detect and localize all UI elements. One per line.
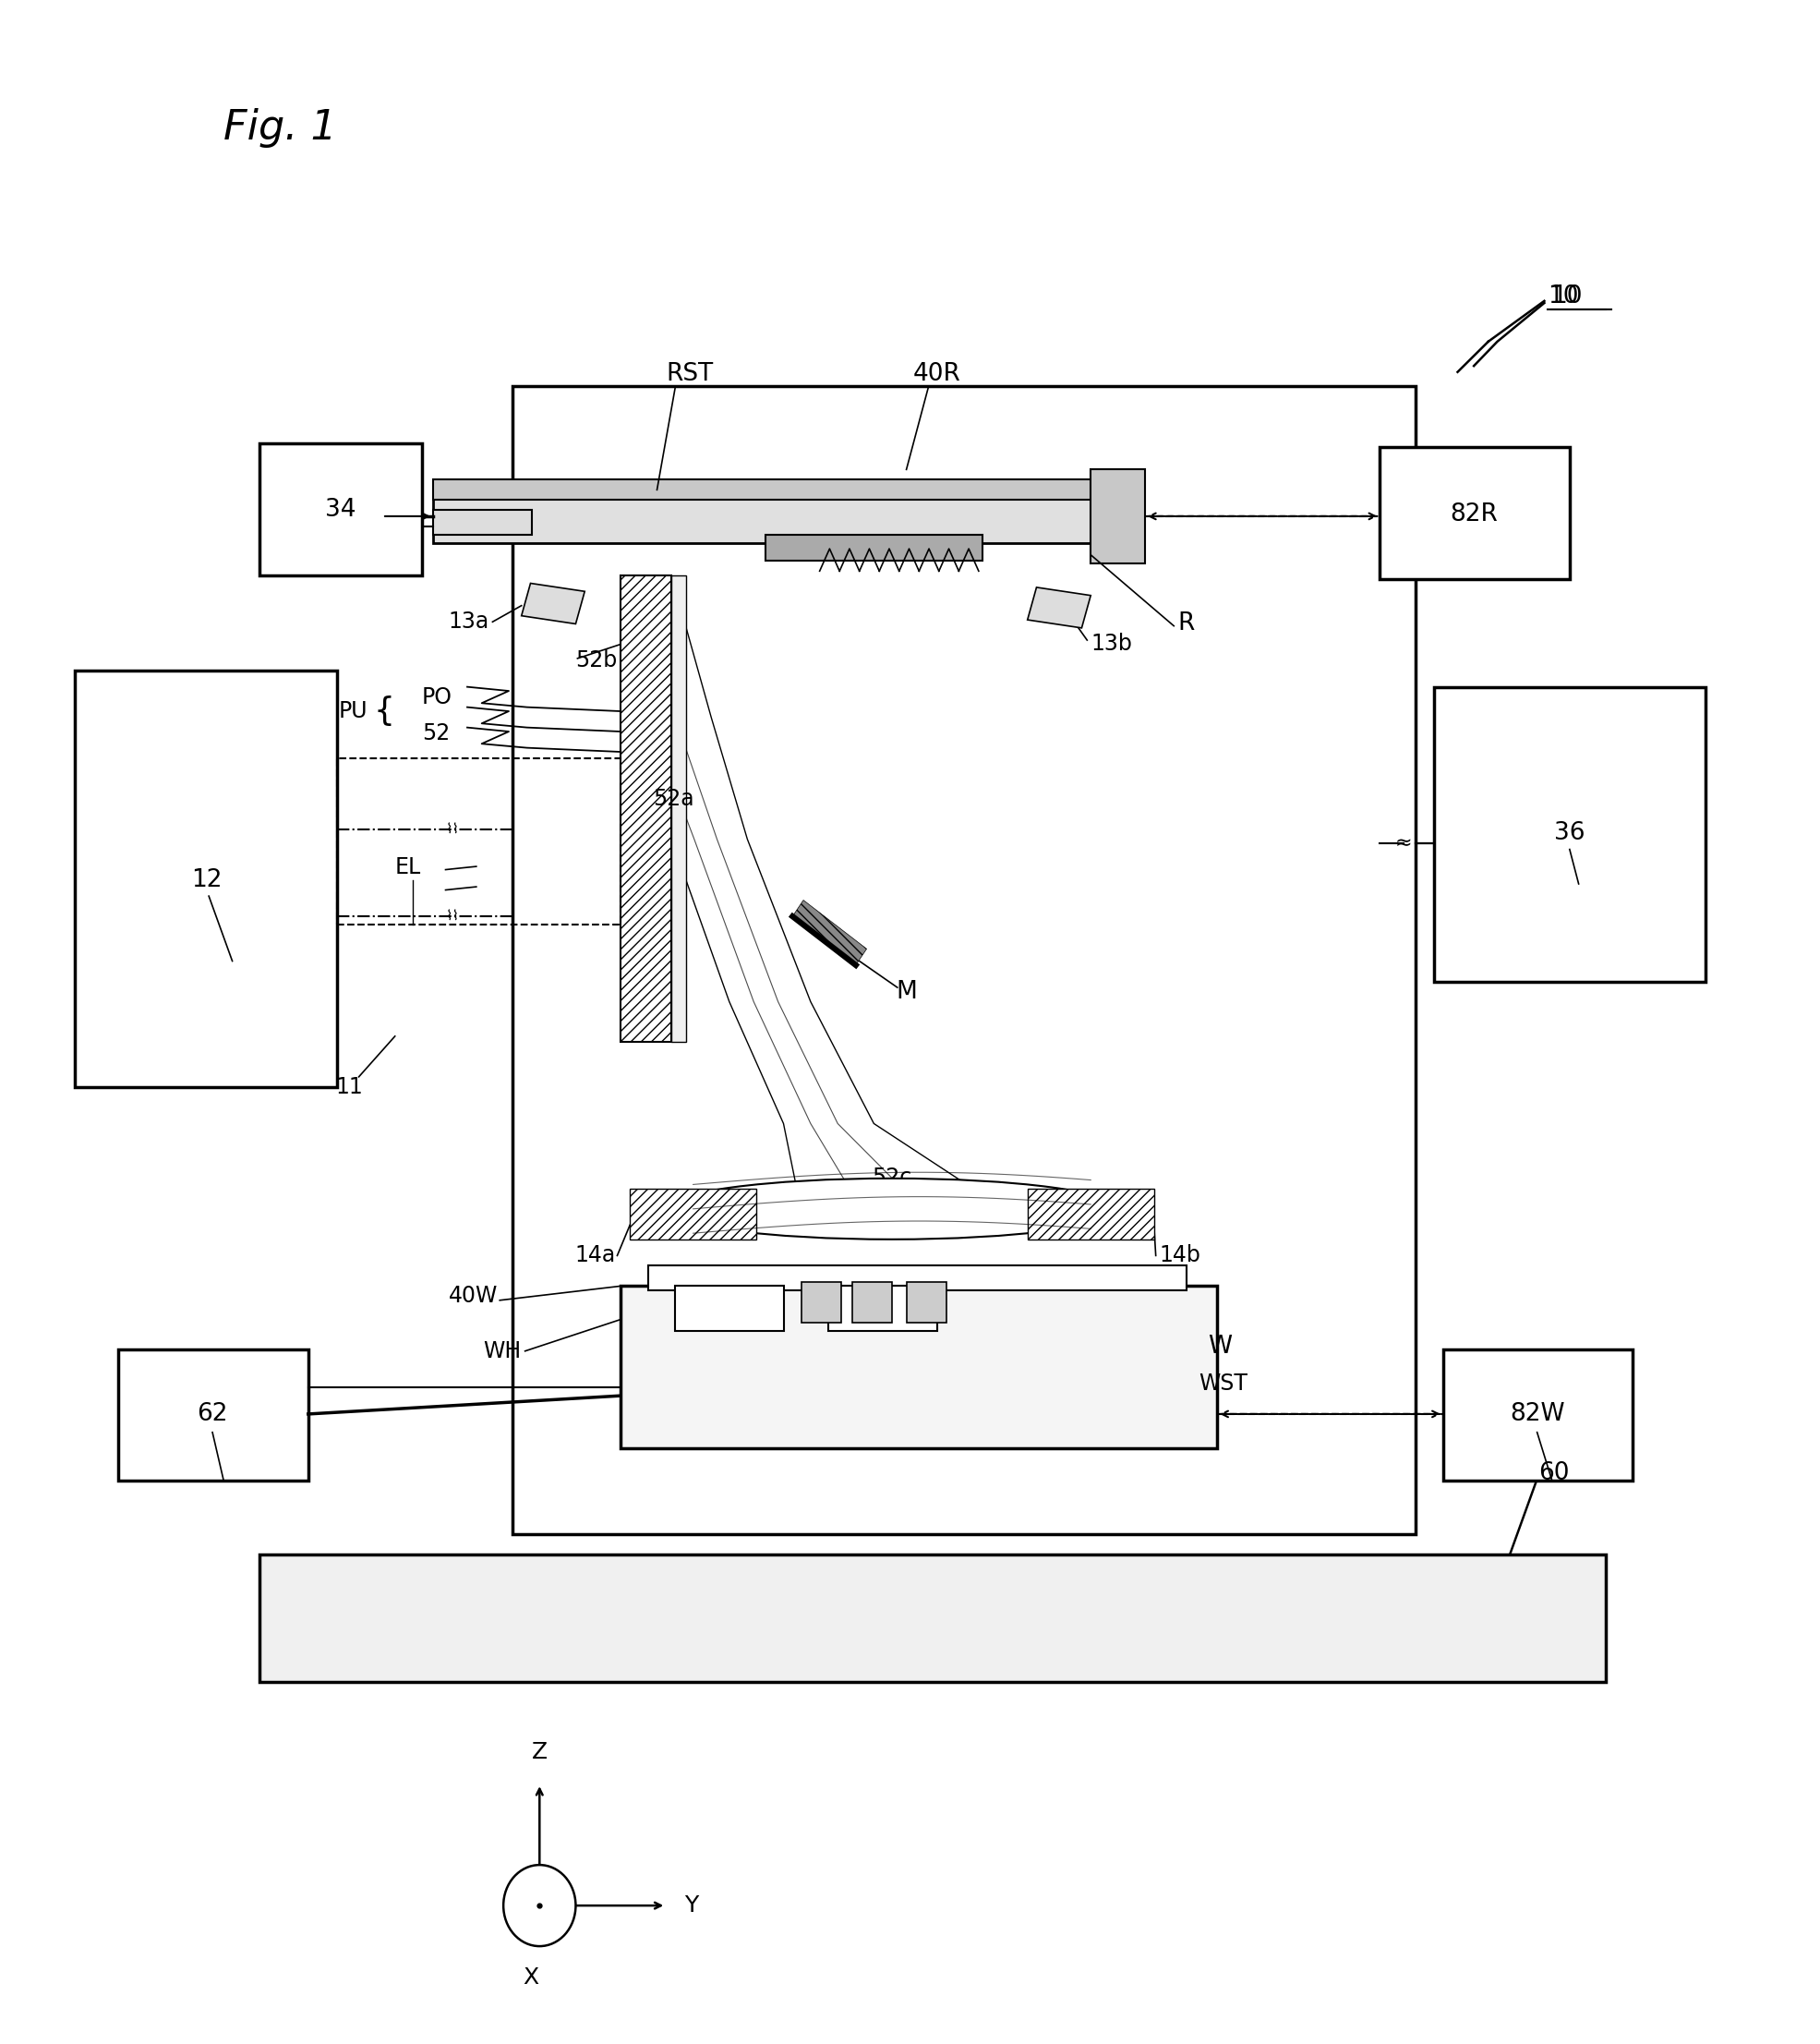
- Bar: [766, 536, 983, 560]
- Bar: [433, 491, 1138, 542]
- Text: WST: WST: [1199, 1372, 1249, 1394]
- Text: 82R: 82R: [1451, 503, 1498, 525]
- Text: 36: 36: [1554, 822, 1585, 844]
- Bar: [433, 511, 531, 536]
- Text: PU: PU: [339, 701, 368, 722]
- Text: 82W: 82W: [1509, 1402, 1565, 1427]
- Bar: [852, 1282, 892, 1322]
- Bar: [621, 574, 672, 1042]
- Text: PO: PO: [422, 687, 453, 707]
- Bar: [260, 1553, 1605, 1682]
- Bar: [675, 1286, 783, 1331]
- Polygon shape: [1028, 587, 1090, 628]
- Text: EL: EL: [395, 856, 420, 879]
- Text: 14b: 14b: [1159, 1245, 1201, 1267]
- Bar: [337, 758, 621, 924]
- Text: Y: Y: [684, 1895, 699, 1917]
- Text: ⌇⌇: ⌇⌇: [446, 910, 460, 924]
- Bar: [118, 1349, 308, 1482]
- Text: W: W: [1208, 1335, 1232, 1359]
- Text: 10: 10: [1551, 284, 1582, 309]
- Text: 11: 11: [337, 1075, 364, 1098]
- Text: 52c: 52c: [872, 1167, 912, 1188]
- Bar: [801, 1282, 841, 1322]
- Text: ≈: ≈: [1394, 834, 1412, 852]
- Bar: [1090, 470, 1145, 562]
- Bar: [1443, 1349, 1633, 1482]
- Bar: [630, 1188, 757, 1239]
- Bar: [513, 386, 1416, 1533]
- Bar: [260, 444, 422, 574]
- Bar: [648, 1265, 1187, 1290]
- Bar: [75, 670, 337, 1087]
- Polygon shape: [522, 583, 584, 623]
- Text: 40W: 40W: [450, 1286, 499, 1308]
- Text: R: R: [1178, 611, 1194, 636]
- Text: 62: 62: [197, 1402, 228, 1427]
- Text: 13b: 13b: [1090, 634, 1132, 656]
- Text: ⌇⌇: ⌇⌇: [446, 822, 460, 836]
- Ellipse shape: [666, 1179, 1117, 1239]
- Bar: [1028, 1188, 1154, 1239]
- Text: WH: WH: [484, 1341, 522, 1361]
- Text: RST: RST: [666, 362, 713, 386]
- Bar: [433, 480, 1138, 501]
- Text: 52: 52: [422, 722, 450, 744]
- Text: Fig. 1: Fig. 1: [224, 108, 337, 147]
- Bar: [828, 1286, 937, 1331]
- Text: Z: Z: [531, 1741, 548, 1764]
- Bar: [672, 574, 686, 1042]
- Text: 60: 60: [1540, 1461, 1571, 1484]
- Bar: [1434, 687, 1705, 981]
- Text: 52a: 52a: [653, 787, 695, 809]
- Text: {: {: [373, 695, 395, 728]
- Bar: [1380, 448, 1569, 578]
- Polygon shape: [792, 899, 866, 965]
- Text: 52b: 52b: [575, 650, 617, 672]
- Text: 12: 12: [191, 869, 222, 891]
- Text: 13a: 13a: [448, 611, 490, 634]
- Bar: [621, 1286, 1218, 1449]
- Text: X: X: [522, 1966, 539, 1989]
- Text: 10: 10: [1549, 284, 1580, 309]
- Text: M: M: [895, 979, 917, 1004]
- Text: 34: 34: [326, 499, 357, 521]
- Bar: [906, 1282, 946, 1322]
- Text: 14a: 14a: [575, 1245, 615, 1267]
- Circle shape: [504, 1864, 575, 1946]
- Text: 40R: 40R: [914, 362, 961, 386]
